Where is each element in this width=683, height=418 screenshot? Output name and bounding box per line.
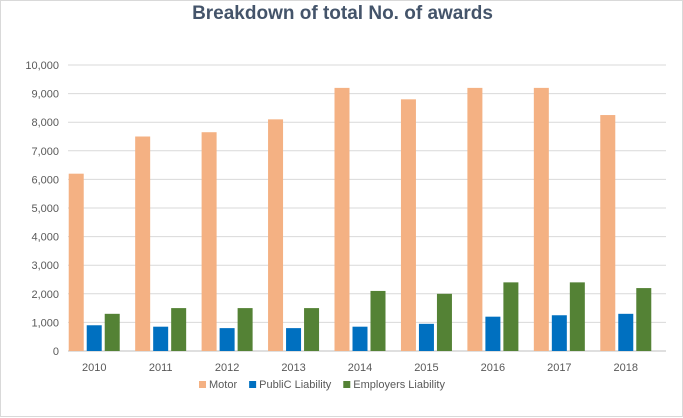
bar-motor-2012 [201, 132, 217, 351]
bar-motor-2010 [68, 173, 84, 351]
bar-public-liability-2014 [352, 326, 368, 351]
y-tick-label: 0 [53, 346, 59, 358]
y-tick-label: 3,000 [31, 260, 59, 272]
y-tick-label: 6,000 [31, 174, 59, 186]
bar-public-liability-2013 [286, 328, 302, 351]
y-tick-label: 2,000 [31, 289, 59, 301]
y-tick-label: 10,000 [25, 60, 59, 72]
bar-employers-liability-2011 [171, 308, 187, 351]
y-tick-label: 1,000 [31, 317, 59, 329]
x-tick-label: 2016 [481, 362, 505, 374]
chart-title: Breakdown of total No. of awards [192, 3, 493, 24]
y-tick-label: 9,000 [31, 89, 59, 101]
bar-public-liability-2010 [86, 325, 102, 351]
y-tick-label: 5,000 [31, 203, 59, 215]
bar-public-liability-2011 [153, 326, 169, 351]
bar-employers-liability-2013 [304, 308, 320, 351]
legend-swatch [343, 381, 351, 388]
bar-public-liability-2012 [219, 328, 235, 351]
x-tick-label: 2014 [348, 362, 372, 374]
bar-employers-liability-2016 [503, 282, 519, 351]
bar-public-liability-2015 [418, 323, 434, 351]
y-tick-label: 4,000 [31, 232, 59, 244]
legend-label: Motor [209, 379, 237, 391]
bar-motor-2011 [135, 136, 151, 351]
x-tick-label: 2011 [149, 362, 173, 374]
bar-employers-liability-2014 [370, 290, 386, 351]
x-tick-label: 2018 [614, 362, 638, 374]
bar-public-liability-2018 [618, 313, 634, 351]
bar-employers-liability-2010 [104, 313, 120, 351]
x-tick-label: 2010 [82, 362, 106, 374]
bar-motor-2018 [600, 115, 616, 351]
y-tick-label: 7,000 [31, 146, 59, 158]
bar-employers-liability-2015 [436, 293, 452, 351]
legend-swatch [199, 381, 206, 388]
bar-motor-2014 [334, 87, 350, 351]
bar-public-liability-2017 [551, 315, 567, 351]
bar-public-liability-2016 [485, 316, 501, 351]
bar-motor-2016 [467, 87, 483, 351]
bar-motor-2017 [533, 87, 549, 351]
bar-motor-2015 [400, 99, 416, 351]
x-tick-label: 2013 [281, 362, 305, 374]
bar-motor-2013 [268, 119, 284, 351]
legend-label: PubliC Liability [259, 379, 332, 391]
bar-employers-liability-2012 [237, 308, 253, 351]
x-tick-label: 2012 [215, 362, 239, 374]
y-tick-label: 8,000 [31, 117, 59, 129]
legend-swatch [249, 381, 257, 388]
bar-employers-liability-2018 [636, 288, 652, 351]
bar-employers-liability-2017 [569, 282, 585, 351]
x-tick-label: 2015 [414, 362, 438, 374]
x-tick-label: 2017 [547, 362, 571, 374]
legend-label: Employers Liability [353, 379, 445, 391]
